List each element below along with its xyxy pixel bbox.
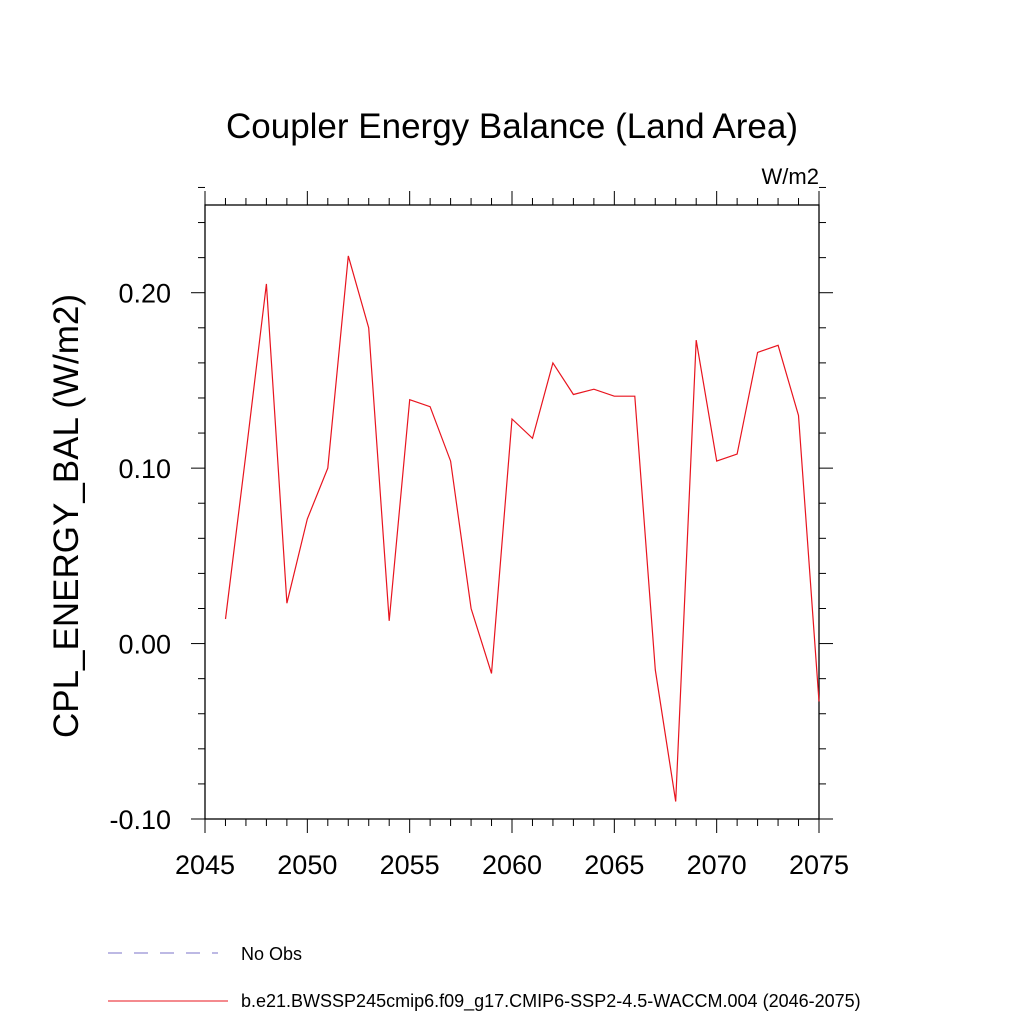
y-tick-labels: -0.10 0.00 0.10 0.20: [109, 279, 171, 835]
legend-label-model: b.e21.BWSSP245cmip6.f09_g17.CMIP6-SSP2-4…: [241, 991, 861, 1012]
x-tick-label: 2060: [482, 850, 542, 880]
plot-frame: [204, 204, 820, 820]
x-tick-label: 2050: [277, 850, 337, 880]
units-label: W/m2: [762, 164, 819, 189]
x-tick-label: 2075: [789, 850, 849, 880]
chart-title: Coupler Energy Balance (Land Area): [226, 107, 798, 146]
x-tick-label: 2070: [687, 850, 747, 880]
x-tick-label: 2055: [380, 850, 440, 880]
x-tick-label: 2045: [175, 850, 235, 880]
y-tick-label: 0.00: [118, 630, 171, 660]
y-tick-label: 0.20: [118, 279, 171, 309]
series-group: [224, 255, 820, 802]
legend-label-no-obs: No Obs: [241, 944, 302, 964]
y-axis-label: CPL_ENERGY_BAL (W/m2): [47, 294, 86, 738]
series-line: [224, 255, 820, 802]
legend: No Obs b.e21.BWSSP245cmip6.f09_g17.CMIP6…: [108, 944, 861, 1012]
y-tick-label: 0.10: [118, 454, 171, 484]
x-tick-label: 2065: [584, 850, 644, 880]
axis-ticks: [191, 186, 833, 833]
y-tick-label: -0.10: [109, 805, 171, 835]
x-tick-labels: 2045 2050 2055 2060 2065 2070 2075: [175, 850, 849, 880]
